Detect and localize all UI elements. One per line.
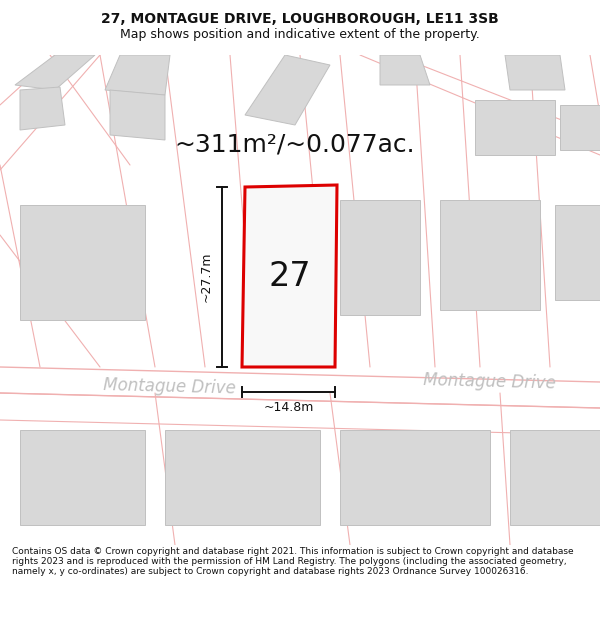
- Polygon shape: [20, 87, 65, 130]
- Polygon shape: [555, 205, 600, 300]
- Text: Contains OS data © Crown copyright and database right 2021. This information is : Contains OS data © Crown copyright and d…: [12, 547, 574, 576]
- Polygon shape: [165, 430, 320, 525]
- Polygon shape: [245, 55, 330, 125]
- Polygon shape: [440, 200, 540, 310]
- Polygon shape: [20, 430, 145, 525]
- Polygon shape: [475, 100, 555, 155]
- Text: ~311m²/~0.077ac.: ~311m²/~0.077ac.: [175, 133, 415, 157]
- Polygon shape: [110, 90, 165, 140]
- Text: Montague Drive: Montague Drive: [424, 371, 557, 392]
- Polygon shape: [15, 55, 95, 90]
- Polygon shape: [105, 55, 170, 95]
- Text: 27, MONTAGUE DRIVE, LOUGHBOROUGH, LE11 3SB: 27, MONTAGUE DRIVE, LOUGHBOROUGH, LE11 3…: [101, 12, 499, 26]
- Polygon shape: [510, 430, 600, 525]
- Text: ~14.8m: ~14.8m: [263, 401, 314, 414]
- Text: 27: 27: [268, 260, 311, 293]
- Text: Map shows position and indicative extent of the property.: Map shows position and indicative extent…: [120, 28, 480, 41]
- Polygon shape: [20, 205, 145, 320]
- Text: ~27.7m: ~27.7m: [200, 252, 213, 302]
- Polygon shape: [340, 200, 420, 315]
- Polygon shape: [340, 430, 490, 525]
- Polygon shape: [505, 55, 565, 90]
- Text: Montague Drive: Montague Drive: [103, 376, 236, 398]
- Polygon shape: [560, 105, 600, 150]
- Polygon shape: [242, 185, 337, 367]
- Polygon shape: [380, 55, 430, 85]
